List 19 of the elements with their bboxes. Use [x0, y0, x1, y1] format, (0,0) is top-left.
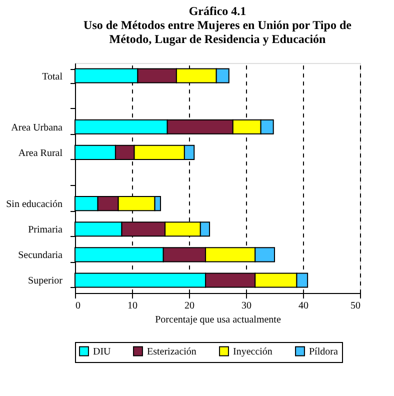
x-tick-label: 50 — [350, 300, 360, 312]
y-tick-label: Secundaria — [18, 250, 64, 262]
legend-label: Esterización — [147, 346, 196, 358]
chart-title: Gráfico 4.1 Uso de Métodos entre Mujeres en Unión por Tipo de Método, Lugar de Residencia y Educación — [84, 4, 352, 46]
x-tick-label: 40 — [298, 300, 308, 312]
x-tick-label: 0 — [76, 300, 80, 312]
legend-label: DIU — [93, 346, 112, 358]
y-tick-label: Area Rural — [18, 148, 63, 159]
y-tick-label: Superior — [28, 276, 64, 287]
y-tick-label: Total — [42, 71, 63, 82]
legend-label: Inyección — [233, 346, 272, 358]
y-tick-label: Primaria — [28, 224, 64, 236]
legend-label: Píldora — [309, 346, 338, 358]
y-tick-label: Sin educación — [6, 199, 62, 210]
x-axis-title: Porcentaje que usa actualmente — [155, 314, 282, 326]
x-tick-label: 30 — [242, 300, 252, 312]
y-tick-label: Area Urbana — [11, 122, 64, 134]
x-tick-label: 10 — [128, 300, 138, 312]
x-tick-label: 20 — [184, 300, 194, 312]
